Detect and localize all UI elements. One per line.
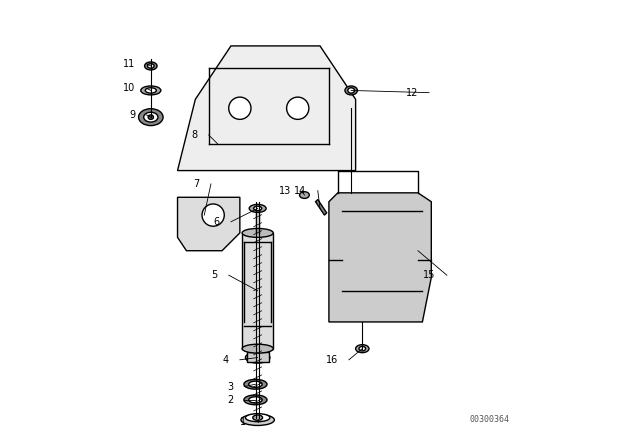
Circle shape (202, 204, 224, 226)
Text: 14: 14 (294, 185, 307, 196)
Text: 12: 12 (406, 88, 418, 98)
Polygon shape (329, 193, 431, 322)
Text: 1: 1 (241, 417, 246, 427)
Ellipse shape (244, 395, 267, 405)
Text: 00300364: 00300364 (469, 415, 509, 424)
Circle shape (287, 97, 309, 119)
Text: 9: 9 (129, 110, 135, 120)
Ellipse shape (144, 112, 158, 122)
Ellipse shape (251, 354, 264, 361)
Ellipse shape (359, 346, 365, 351)
Text: 15: 15 (424, 270, 436, 280)
Ellipse shape (245, 414, 270, 422)
Text: 5: 5 (211, 270, 218, 280)
Text: 2: 2 (227, 395, 233, 405)
Text: 6: 6 (214, 217, 220, 227)
Ellipse shape (249, 204, 266, 212)
Ellipse shape (147, 64, 154, 68)
Ellipse shape (253, 206, 262, 211)
Ellipse shape (145, 62, 157, 70)
Ellipse shape (241, 414, 275, 426)
Ellipse shape (141, 86, 161, 95)
Ellipse shape (242, 228, 273, 237)
Ellipse shape (245, 352, 270, 363)
Ellipse shape (148, 115, 154, 119)
Ellipse shape (348, 88, 355, 93)
Ellipse shape (345, 86, 357, 95)
Circle shape (228, 97, 251, 119)
Text: 10: 10 (123, 83, 135, 93)
Text: 7: 7 (193, 179, 200, 189)
Polygon shape (177, 46, 356, 171)
Ellipse shape (249, 381, 262, 388)
Polygon shape (242, 233, 273, 349)
Text: 13: 13 (279, 185, 291, 196)
Ellipse shape (139, 109, 163, 125)
Polygon shape (177, 197, 240, 251)
Text: 11: 11 (123, 59, 135, 69)
Polygon shape (316, 199, 326, 215)
Ellipse shape (300, 192, 309, 198)
Text: 16: 16 (326, 355, 338, 365)
Ellipse shape (356, 345, 369, 353)
Ellipse shape (242, 344, 273, 353)
Text: 8: 8 (191, 130, 198, 140)
Ellipse shape (249, 397, 262, 403)
Ellipse shape (244, 379, 267, 389)
Bar (246, 352, 269, 362)
Text: 4: 4 (223, 355, 228, 365)
Ellipse shape (253, 415, 262, 420)
Text: 3: 3 (227, 382, 233, 392)
Ellipse shape (145, 88, 156, 93)
